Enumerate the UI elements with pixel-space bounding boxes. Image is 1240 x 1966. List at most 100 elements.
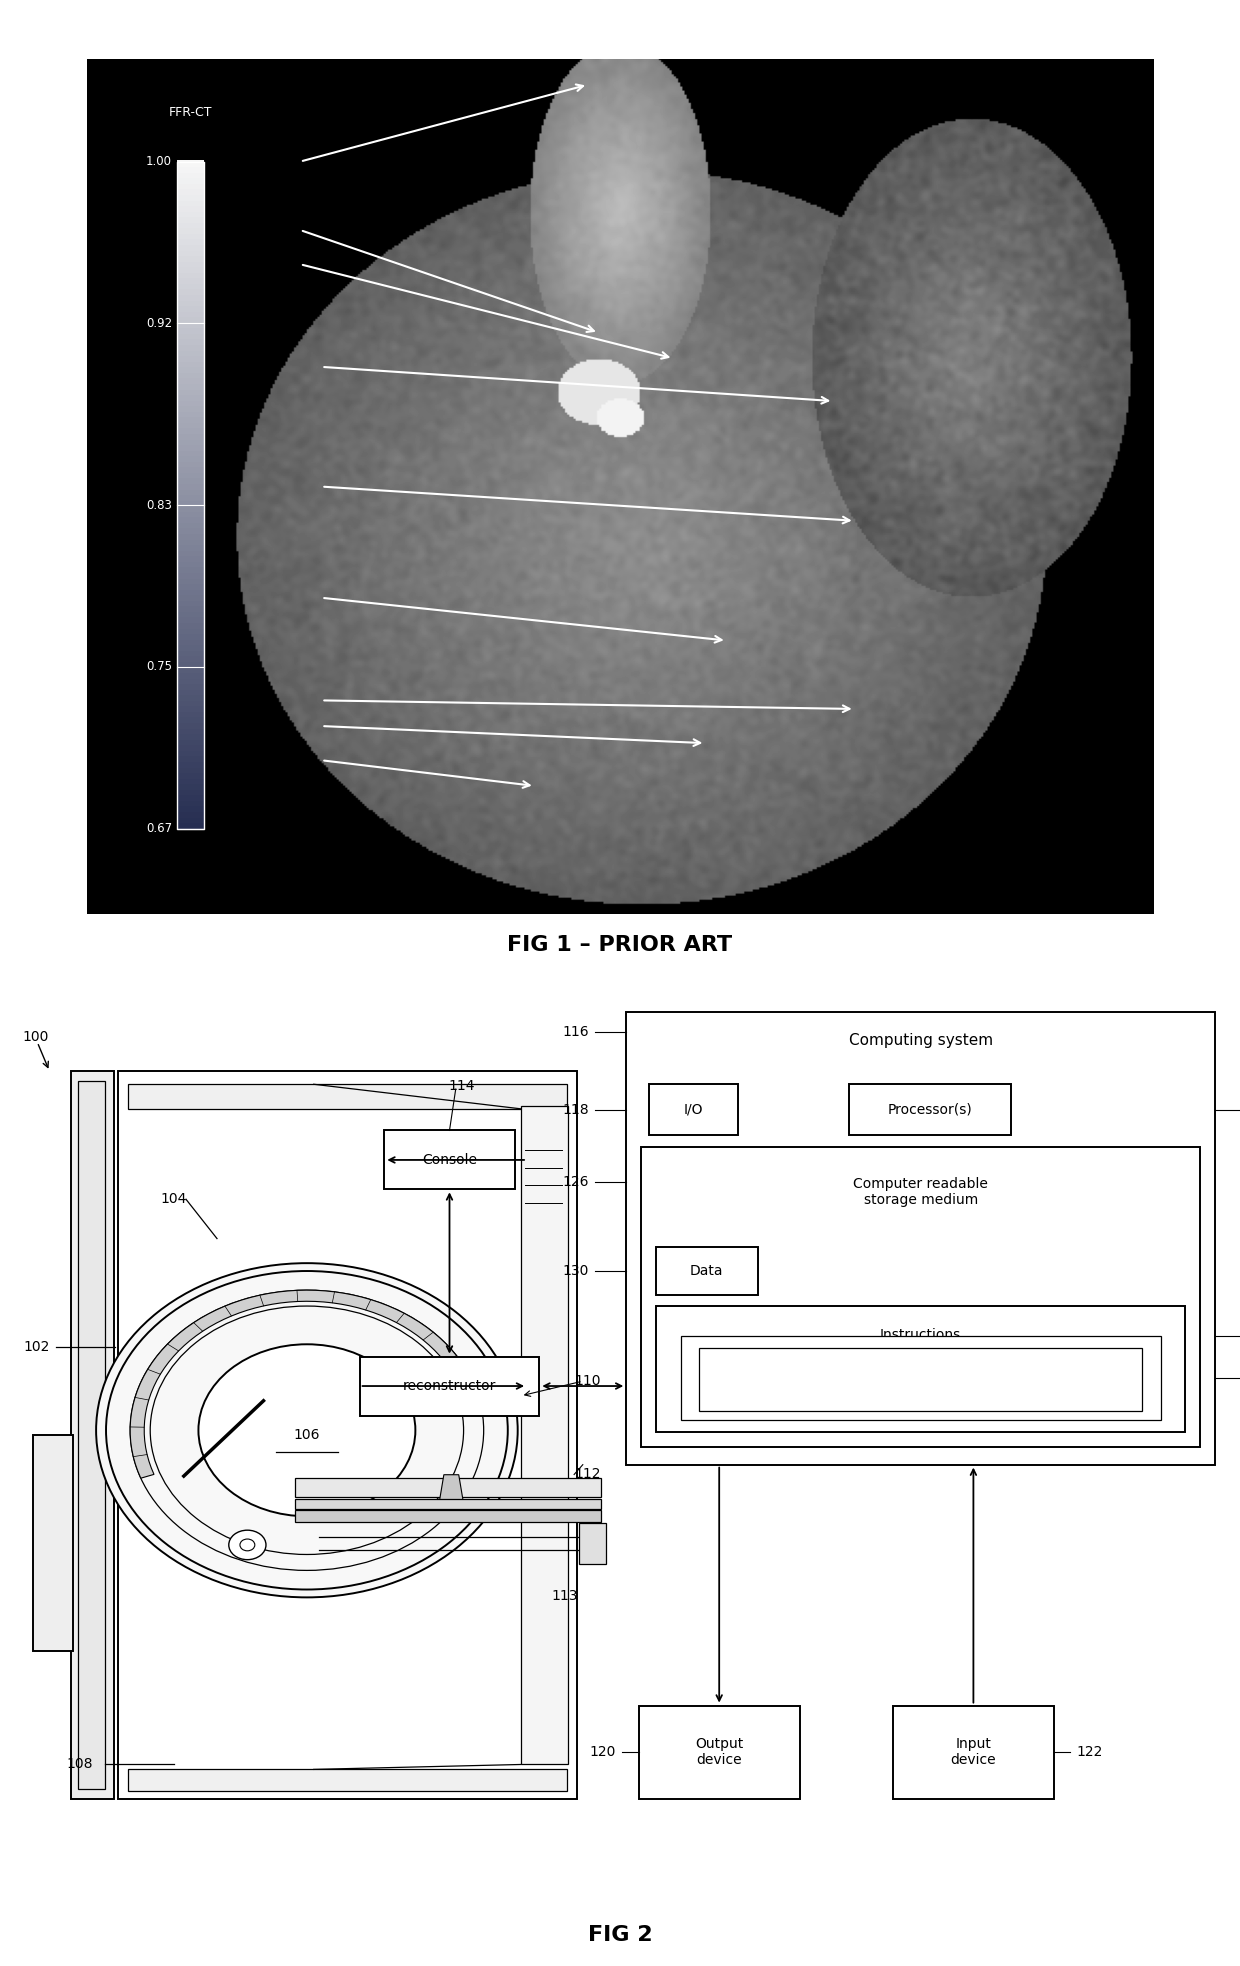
Bar	[33, 1435, 73, 1651]
Bar	[177, 338, 205, 346]
Text: Z: Z	[575, 1482, 584, 1498]
Text: 100: 100	[22, 1030, 48, 1044]
Bar	[177, 710, 205, 718]
Bar	[177, 594, 205, 602]
Bar	[177, 704, 205, 712]
FancyBboxPatch shape	[639, 1705, 800, 1799]
Bar	[177, 722, 205, 729]
Bar	[177, 320, 205, 328]
Bar	[177, 749, 205, 757]
Bar	[177, 448, 205, 456]
Text: 130: 130	[563, 1264, 589, 1278]
Bar	[177, 454, 205, 462]
Bar	[177, 755, 205, 763]
Bar	[177, 165, 205, 173]
Bar	[177, 515, 205, 523]
Bar	[118, 1071, 577, 1799]
Bar	[177, 777, 205, 784]
Bar	[177, 171, 205, 179]
Bar	[177, 332, 205, 340]
Text: FFR-CT: FFR-CT	[169, 106, 212, 118]
Bar	[177, 543, 205, 550]
Bar	[177, 533, 205, 539]
Bar	[177, 159, 205, 167]
Bar	[177, 460, 205, 468]
Bar	[177, 283, 205, 289]
Text: Instructions: Instructions	[880, 1329, 961, 1343]
Bar	[78, 1081, 105, 1789]
Bar	[177, 216, 205, 222]
Bar	[177, 649, 205, 657]
Text: Processor(s): Processor(s)	[888, 1103, 972, 1117]
Bar	[177, 344, 205, 350]
Bar	[177, 572, 205, 578]
Polygon shape	[439, 1474, 464, 1504]
Text: 0.92: 0.92	[146, 317, 172, 330]
Bar	[177, 177, 205, 185]
Bar	[177, 566, 205, 572]
Bar	[177, 560, 205, 568]
Bar	[177, 238, 205, 246]
Text: 0.83: 0.83	[146, 499, 172, 511]
Bar	[177, 250, 205, 256]
Bar	[177, 427, 205, 434]
Text: reconstructor: reconstructor	[403, 1378, 496, 1394]
Bar	[699, 1349, 1142, 1412]
Bar	[177, 621, 205, 629]
Bar	[177, 161, 205, 830]
Bar	[177, 761, 205, 767]
Bar	[177, 600, 205, 606]
Bar	[177, 293, 205, 301]
Text: 0.75: 0.75	[146, 661, 172, 674]
Bar	[177, 488, 205, 495]
Bar	[177, 438, 205, 444]
Bar	[177, 193, 205, 201]
Bar	[177, 472, 205, 478]
Circle shape	[241, 1539, 255, 1551]
Bar	[177, 199, 205, 206]
Bar	[177, 354, 205, 362]
Bar	[177, 204, 205, 212]
FancyBboxPatch shape	[849, 1085, 1011, 1136]
Bar	[177, 260, 205, 267]
Bar	[177, 372, 205, 377]
Bar	[177, 466, 205, 474]
Bar	[177, 444, 205, 450]
Circle shape	[97, 1264, 518, 1596]
Text: 1.00: 1.00	[146, 155, 172, 169]
Bar	[177, 637, 205, 645]
Bar	[177, 254, 205, 261]
Text: 0.67: 0.67	[146, 822, 172, 836]
Bar	[177, 588, 205, 596]
Text: 113: 113	[551, 1589, 578, 1602]
Bar	[177, 615, 205, 623]
Bar	[177, 220, 205, 228]
Bar	[177, 277, 205, 283]
Bar	[177, 700, 205, 706]
Bar	[177, 210, 205, 216]
Text: Output
device: Output device	[696, 1738, 743, 1767]
Bar	[177, 782, 205, 790]
Bar	[177, 670, 205, 678]
Bar	[177, 348, 205, 356]
Bar	[177, 694, 205, 700]
Bar	[177, 287, 205, 295]
Bar	[177, 794, 205, 800]
Bar	[177, 661, 205, 668]
FancyBboxPatch shape	[656, 1248, 758, 1296]
Bar	[177, 527, 205, 535]
Text: Console: Console	[422, 1152, 477, 1168]
Text: 104: 104	[160, 1191, 187, 1207]
Text: 126: 126	[563, 1174, 589, 1189]
Bar	[177, 643, 205, 651]
Text: 110: 110	[574, 1374, 600, 1388]
Bar	[177, 549, 205, 556]
Bar	[177, 421, 205, 429]
Bar	[177, 393, 205, 401]
Bar	[177, 433, 205, 440]
Bar	[177, 411, 205, 417]
Bar	[177, 788, 205, 796]
Text: Computer readable
storage medium: Computer readable storage medium	[853, 1176, 988, 1207]
Bar	[177, 360, 205, 368]
FancyBboxPatch shape	[384, 1130, 515, 1189]
